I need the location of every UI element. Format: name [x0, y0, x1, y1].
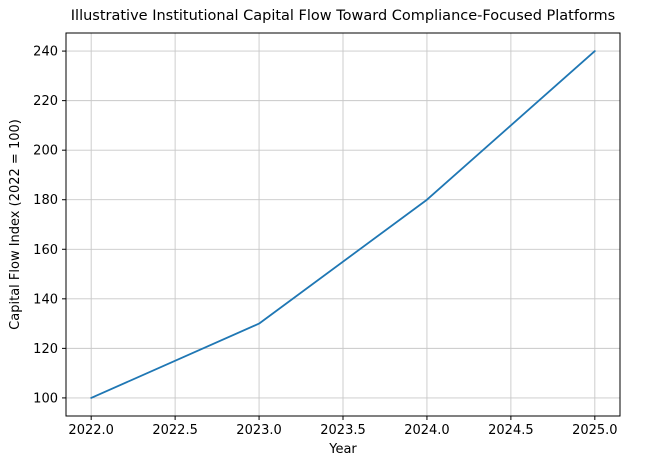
plot-border: [65, 32, 621, 417]
grid-layer: [66, 33, 620, 416]
y-tick-label: 240: [33, 45, 58, 60]
x-tick-label: 2025.0: [572, 423, 618, 438]
y-tick-label: 200: [33, 144, 58, 159]
y-tick-label: 180: [33, 193, 58, 208]
x-tick-label: 2022.0: [68, 423, 114, 438]
x-axis-label: Year: [328, 442, 357, 457]
axes-spines: [65, 32, 621, 417]
x-tick-label: 2022.5: [152, 423, 198, 438]
y-tick-label: 100: [33, 391, 58, 406]
series-layer: [90, 50, 596, 399]
x-tick-label: 2023.0: [236, 423, 282, 438]
y-axis-label: Capital Flow Index (2022 = 100): [8, 119, 23, 330]
x-tick-label: 2023.5: [320, 423, 366, 438]
x-tick-label: 2024.5: [488, 423, 534, 438]
y-tick-label: 120: [33, 342, 58, 357]
chart-title: Illustrative Institutional Capital Flow …: [71, 8, 615, 24]
y-tick-label: 220: [33, 94, 58, 109]
y-tick-label: 160: [33, 243, 58, 258]
capital-flow-line: [90, 50, 596, 399]
x-tick-label: 2024.0: [404, 423, 450, 438]
tick-layer: 2022.0 2022.5 2023.0 2023.5 2024.0 2024.5 2025…: [33, 45, 617, 438]
y-tick-label: 140: [33, 292, 58, 307]
